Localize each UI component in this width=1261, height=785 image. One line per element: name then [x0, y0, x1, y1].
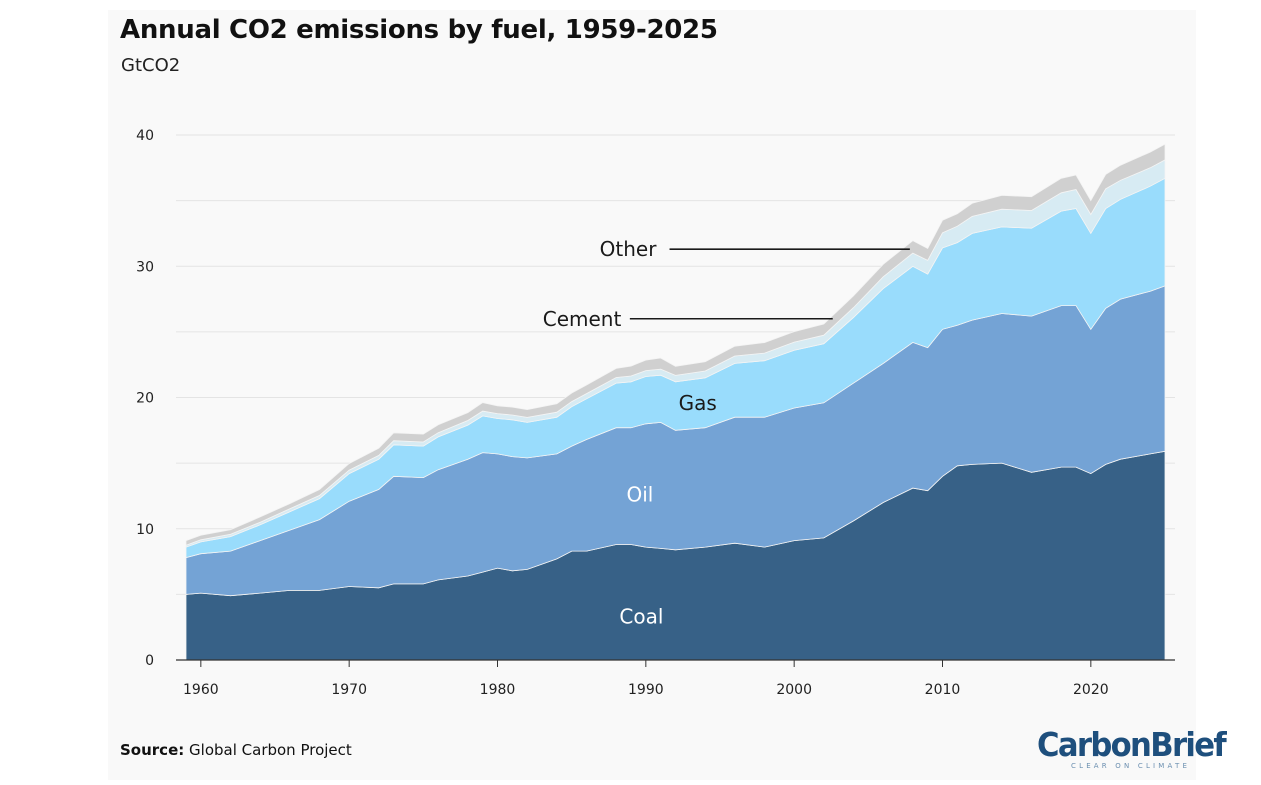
y-tick-label: 40 [136, 128, 154, 144]
series-label-other: Other [600, 237, 910, 261]
area-series [185, 143, 1166, 661]
y-tick-label: 0 [145, 653, 154, 669]
x-tick-label: 1990 [628, 682, 664, 698]
y-tick-label: 10 [136, 522, 154, 538]
area-other [185, 143, 1166, 546]
logo-wordmark: CarbonBrief [1037, 725, 1227, 764]
source-text: Global Carbon Project [189, 741, 352, 759]
source-note: Source: Global Carbon Project [120, 741, 352, 759]
series-label-gas: Gas [679, 391, 717, 415]
axes: 0 10 20 30 40 1960 1970 1980 1990 2000 2010 2020 [136, 128, 1175, 698]
chart-title: Annual CO2 emissions by fuel, 1959-2025 [120, 15, 718, 45]
y-tick-label: 20 [136, 391, 154, 407]
y-tick-label: 30 [136, 259, 154, 275]
series-label-text: Cement [543, 307, 622, 331]
x-tick-label: 2000 [776, 682, 812, 698]
series-label-text: Oil [626, 483, 653, 507]
x-tick-label: 1960 [183, 682, 219, 698]
series-label-text: Gas [679, 391, 717, 415]
series-label-cement: Cement [543, 307, 833, 331]
chart-subtitle: GtCO2 [121, 55, 181, 76]
source-label: Source: [120, 741, 185, 759]
carbonbrief-logo[interactable]: CarbonBrief CLEAR ON CLIMATE [1037, 725, 1227, 771]
x-tick-label: 1970 [331, 682, 367, 698]
series-labels: Coal Oil Gas Cement Other [543, 237, 910, 629]
x-tick-label: 2010 [925, 682, 961, 698]
x-tick-label: 2020 [1073, 682, 1109, 698]
series-label-coal: Coal [619, 605, 663, 629]
series-label-text: Other [600, 237, 658, 261]
logo-tagline: CLEAR ON CLIMATE [1071, 762, 1191, 770]
series-label-oil: Oil [626, 483, 653, 507]
series-label-text: Coal [619, 605, 663, 629]
x-tick-label: 1980 [480, 682, 516, 698]
